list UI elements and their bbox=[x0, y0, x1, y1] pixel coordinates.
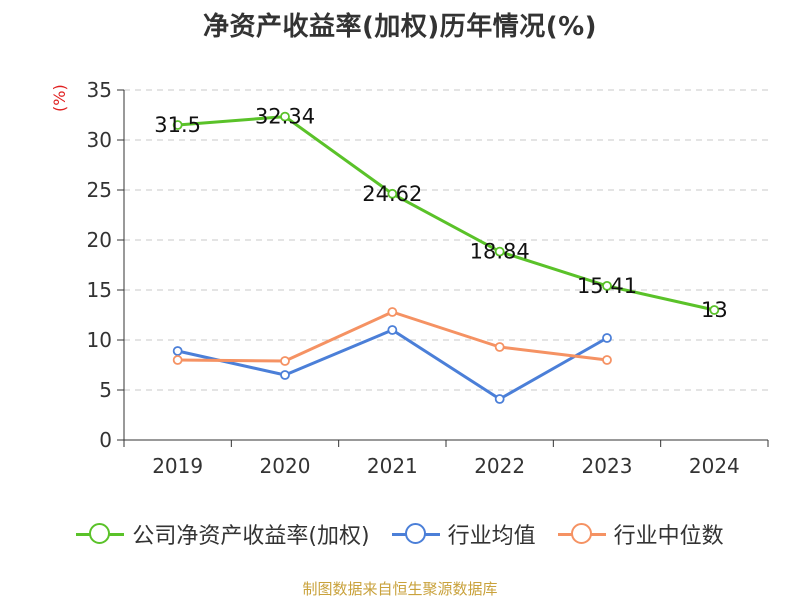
data-label: 24.62 bbox=[362, 182, 422, 206]
legend-label: 行业中位数 bbox=[613, 524, 724, 549]
data-label: 18.84 bbox=[470, 240, 530, 264]
legend-label: 行业均值 bbox=[447, 524, 536, 549]
y-tick-label: 20 bbox=[87, 228, 112, 252]
data-point bbox=[494, 394, 505, 404]
x-tick-label: 2019 bbox=[152, 454, 203, 478]
y-tick-label: 15 bbox=[87, 278, 112, 302]
legend-label: 公司净资产收益率(加权) bbox=[132, 524, 370, 549]
y-tick-label: 35 bbox=[87, 78, 112, 102]
axes: 0 5 10 15 20 25 30 35 2019 2020 2021 2022 2023 2024 bbox=[87, 78, 769, 478]
series-lines bbox=[172, 111, 720, 404]
legend: 公司净资产收益率(加权) 行业均值 行业中位数 bbox=[0, 518, 800, 550]
x-tick-label: 2023 bbox=[582, 454, 633, 478]
data-label: 31.5 bbox=[154, 113, 201, 137]
data-label: 15.41 bbox=[577, 274, 637, 298]
data-point bbox=[602, 333, 612, 343]
x-tick-label: 2021 bbox=[367, 454, 418, 478]
legend-swatch-icon bbox=[557, 523, 606, 545]
legend-item[interactable]: 行业均值 bbox=[391, 518, 536, 550]
data-point bbox=[172, 120, 183, 130]
data-point bbox=[709, 305, 720, 315]
x-tick-label: 2020 bbox=[260, 454, 311, 478]
data-point bbox=[387, 325, 398, 335]
y-tick-label: 0 bbox=[99, 428, 112, 452]
y-tick-label: 25 bbox=[87, 178, 112, 202]
x-tick-label: 2024 bbox=[689, 454, 740, 478]
data-point bbox=[387, 307, 398, 317]
chart-title: 净资产收益率(加权)历年情况(%) bbox=[202, 12, 598, 42]
data-point bbox=[172, 355, 183, 365]
legend-swatch-icon bbox=[76, 523, 125, 545]
data-point bbox=[280, 370, 290, 380]
data-point bbox=[494, 342, 505, 352]
legend-item[interactable]: 行业中位数 bbox=[557, 518, 724, 550]
data-point bbox=[172, 346, 183, 356]
data-label: 13 bbox=[701, 298, 728, 322]
data-point bbox=[602, 280, 612, 291]
data-point bbox=[602, 355, 612, 365]
y-tick-label: 10 bbox=[87, 328, 112, 352]
legend-swatch-icon bbox=[391, 523, 440, 545]
x-tick-label: 2022 bbox=[474, 454, 525, 478]
grid-lines bbox=[124, 89, 768, 391]
data-point bbox=[280, 356, 290, 366]
y-tick-label: 30 bbox=[87, 128, 112, 152]
data-point bbox=[280, 111, 290, 122]
series-line bbox=[177, 115, 715, 312]
legend-item[interactable]: 公司净资产收益率(加权) bbox=[76, 518, 370, 550]
data-label: 32.34 bbox=[255, 105, 315, 129]
data-point bbox=[494, 246, 505, 257]
data-point bbox=[387, 188, 398, 199]
series-line bbox=[177, 310, 608, 363]
data-source-note: 制图数据来自恒生聚源数据库 bbox=[302, 580, 498, 598]
y-tick-label: 5 bbox=[99, 378, 112, 402]
data-labels: 31.5 32.34 24.62 18.84 15.41 13 bbox=[154, 105, 727, 322]
